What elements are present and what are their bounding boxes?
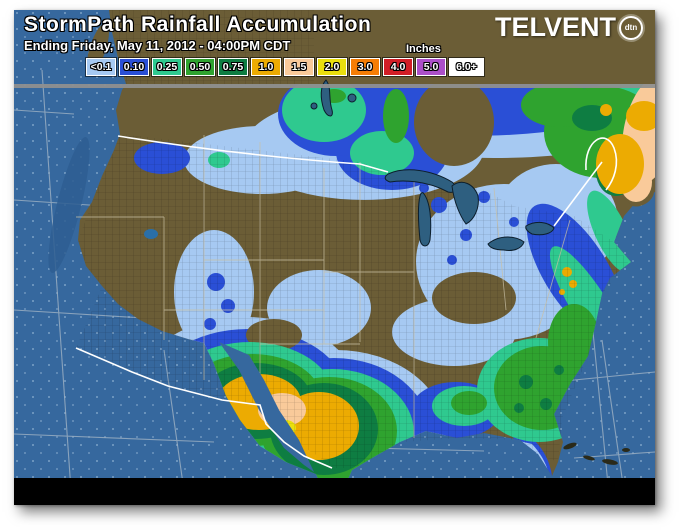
us-canada-border (117, 135, 389, 173)
national-borders (75, 135, 618, 469)
header-divider (14, 84, 655, 88)
legend-item-010: 0.10 (118, 57, 150, 77)
legend-item-60: 6.0+ (448, 57, 485, 77)
legend-item-10: 1.0 (250, 57, 282, 77)
units-label: Inches (406, 43, 441, 55)
legend-item-050: 0.50 (184, 57, 216, 77)
great-lakes (144, 79, 555, 251)
maine-border (585, 137, 618, 191)
rainfall-legend: <0.1 0.10 0.25 0.50 0.75 1.0 1.5 2.0 3.0 4.0 5.0 6.… (85, 57, 485, 77)
state-borders (76, 135, 571, 438)
legend-item-075: 0.75 (217, 57, 249, 77)
legend-item-15: 1.5 (283, 57, 315, 77)
valid-time-subtitle: Ending Friday, May 11, 2012 - 04:00PM CD… (24, 38, 291, 53)
county-grid-texture (76, 134, 628, 468)
telvent-wordmark: TELVENT (495, 12, 616, 42)
rain-northeast-layer (521, 84, 655, 202)
gulf-of-california (219, 342, 314, 472)
us-rainfall-map (14, 10, 655, 505)
legend-item-30: 3.0 (349, 57, 381, 77)
legend-item-50: 5.0 (415, 57, 447, 77)
legend-item-20: 2.0 (316, 57, 348, 77)
page-title: StormPath Rainfall Accumulation (24, 13, 372, 36)
bahamas-islands (563, 442, 630, 465)
dtn-badge-icon: dtn (619, 15, 643, 40)
legend-item-025: 0.25 (151, 57, 183, 77)
st-lawrence-border (553, 161, 603, 227)
rainfall-map-frame: StormPath Rainfall Accumulation Ending F… (14, 10, 655, 505)
telvent-logo: TELVENT dtn (495, 12, 643, 43)
legend-item-01: <0.1 (85, 57, 117, 77)
map-bottom-bar (14, 478, 655, 505)
latlon-grid (14, 69, 655, 505)
us-mexico-border (75, 347, 333, 469)
great-salt-lake (144, 229, 158, 239)
legend-item-40: 4.0 (382, 57, 414, 77)
